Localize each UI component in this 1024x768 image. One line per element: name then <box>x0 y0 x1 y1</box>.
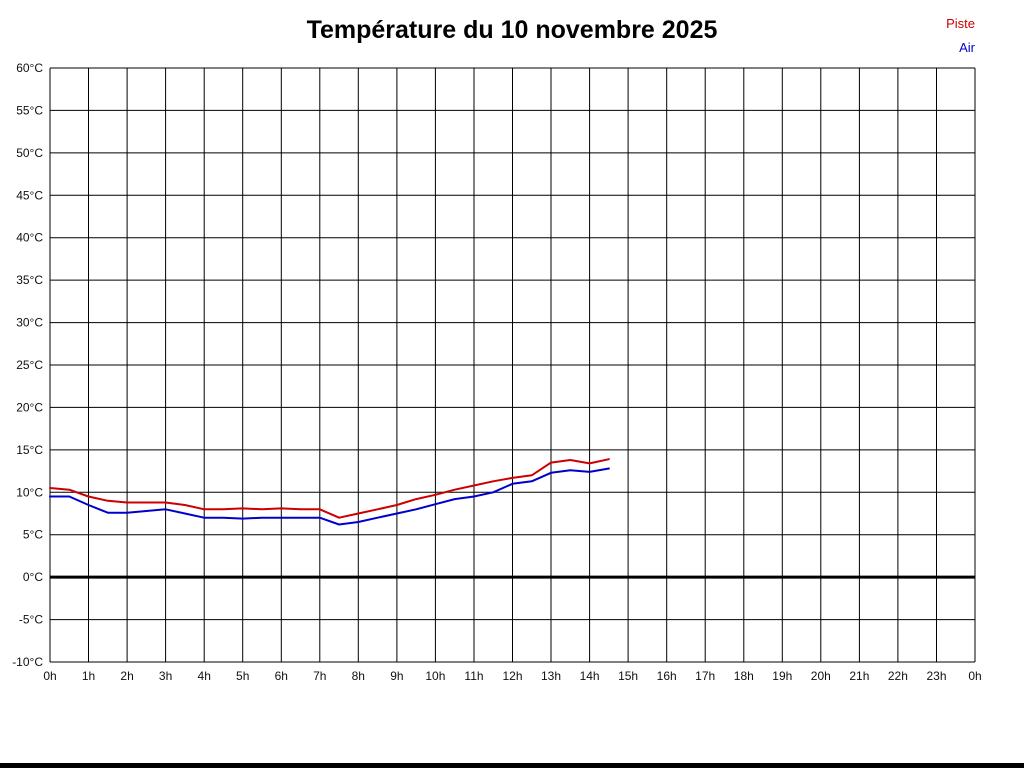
x-axis-tick-label: 4h <box>198 669 211 683</box>
x-axis-tick-label: 21h <box>849 669 869 683</box>
y-axis-tick-label: 35°C <box>16 273 43 287</box>
x-axis-tick-label: 7h <box>313 669 326 683</box>
y-axis-tick-label: 30°C <box>16 316 43 330</box>
x-axis-tick-label: 1h <box>82 669 95 683</box>
chart-title: Température du 10 novembre 2025 <box>306 16 718 44</box>
x-axis-tick-label: 11h <box>464 669 483 683</box>
y-axis-tick-label: 45°C <box>16 188 43 202</box>
y-axis-tick-label: 5°C <box>23 528 43 542</box>
legend-item-air: Air <box>959 40 975 55</box>
x-axis-tick-label: 10h <box>425 669 445 683</box>
x-axis-tick-label: 12h <box>502 669 522 683</box>
y-axis-tick-label: 40°C <box>16 231 43 245</box>
x-axis-tick-label: 0h <box>43 669 56 683</box>
y-axis-tick-label: 10°C <box>16 485 43 499</box>
x-axis-tick-label: 15h <box>618 669 638 683</box>
x-axis-tick-label: 8h <box>352 669 365 683</box>
y-axis-tick-label: -5°C <box>19 613 43 627</box>
bottom-border <box>0 763 1024 768</box>
x-axis-tick-label: 5h <box>236 669 249 683</box>
x-axis-tick-label: 20h <box>811 669 831 683</box>
x-axis-tick-label: 23h <box>926 669 946 683</box>
legend-item-piste: Piste <box>946 16 975 31</box>
x-axis-tick-label: 18h <box>734 669 754 683</box>
x-axis-tick-label: 17h <box>695 669 715 683</box>
x-axis-tick-label: 19h <box>772 669 792 683</box>
y-axis-tick-label: 0°C <box>23 570 43 584</box>
y-axis-tick-label: 25°C <box>16 358 43 372</box>
x-axis-tick-label: 9h <box>390 669 403 683</box>
x-axis-tick-label: 6h <box>275 669 288 683</box>
y-axis-tick-label: -10°C <box>12 655 43 669</box>
x-axis-tick-label: 0h <box>968 669 981 683</box>
x-axis-tick-label: 13h <box>541 669 561 683</box>
x-axis-tick-label: 3h <box>159 669 172 683</box>
series-line-piste <box>49 458 610 519</box>
x-axis-tick-label: 2h <box>120 669 133 683</box>
x-axis-tick-label: 22h <box>888 669 908 683</box>
y-axis-tick-label: 15°C <box>16 443 43 457</box>
y-axis-tick-label: 50°C <box>16 146 43 160</box>
x-axis-tick-label: 14h <box>580 669 600 683</box>
chart-legend: Piste Air <box>946 12 975 60</box>
y-axis-tick-label: 55°C <box>16 103 43 117</box>
x-axis-tick-label: 16h <box>657 669 677 683</box>
y-axis-tick-label: 20°C <box>16 400 43 414</box>
series-line-air <box>49 467 610 526</box>
y-axis-tick-label: 60°C <box>16 61 43 75</box>
